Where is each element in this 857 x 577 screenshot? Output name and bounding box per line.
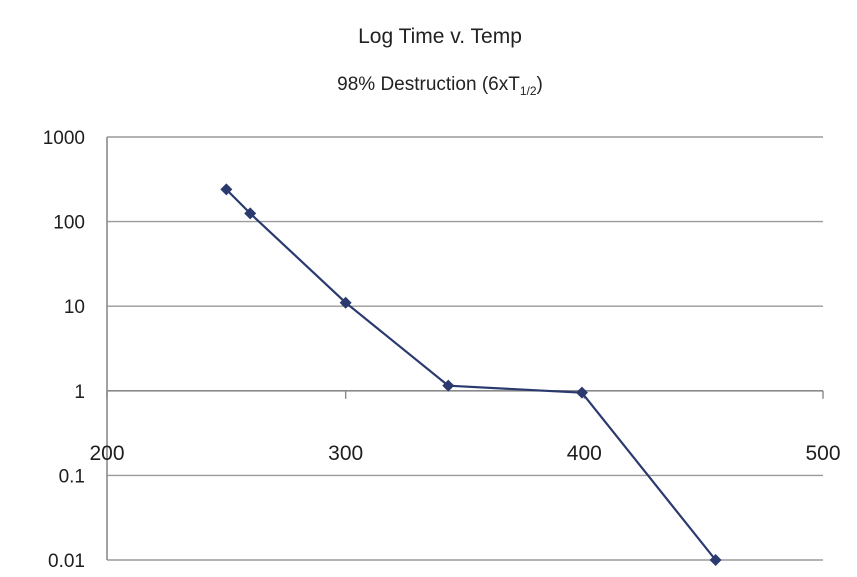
y-tick-label: 1000 bbox=[43, 128, 85, 149]
x-tick-label: 200 bbox=[89, 442, 124, 465]
series-layer bbox=[220, 183, 722, 566]
data-point bbox=[575, 386, 588, 399]
data-point bbox=[709, 554, 722, 566]
chart-title: Log Time v. Temp bbox=[358, 25, 522, 48]
chart-subtitle-subscript: 1/2 bbox=[520, 84, 537, 98]
chart-subtitle-suffix: ) bbox=[537, 74, 543, 95]
y-tick-label: 0.01 bbox=[48, 551, 85, 572]
data-point bbox=[442, 379, 455, 392]
tick-labels: 1000 100 10 1 0.1 0.01 200 300 400 500 bbox=[43, 128, 841, 572]
x-tick-label: 400 bbox=[567, 442, 602, 465]
series-line bbox=[225, 188, 717, 561]
x-tick-label: 500 bbox=[805, 442, 840, 465]
y-tick-label: 0.1 bbox=[59, 466, 85, 487]
y-tick-label: 10 bbox=[64, 297, 85, 318]
x-tick-label: 300 bbox=[328, 442, 363, 465]
data-point bbox=[339, 296, 352, 309]
data-point bbox=[244, 207, 257, 220]
y-tick-label: 1 bbox=[74, 382, 85, 403]
chart-subtitle-main: 98% Destruction (6xT bbox=[337, 74, 520, 95]
data-point bbox=[220, 183, 233, 196]
y-tick-label: 100 bbox=[53, 213, 85, 234]
axes bbox=[106, 137, 824, 560]
chart-subtitle: 98% Destruction (6xT1/2) bbox=[337, 74, 543, 98]
gridlines bbox=[107, 136, 823, 561]
